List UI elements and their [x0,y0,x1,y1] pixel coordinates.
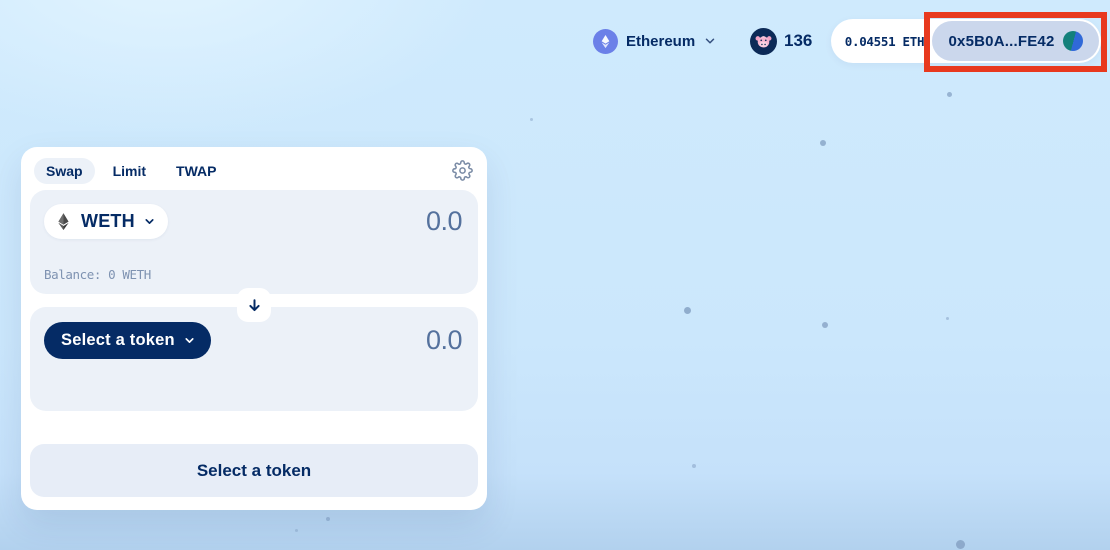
wallet-address-chip[interactable]: 0x5B0A...FE42 [932,21,1099,61]
background-dot [956,540,965,549]
buy-amount-input[interactable]: 0.0 [425,325,463,355]
tab-limit[interactable]: Limit [112,162,147,179]
sell-balance-label: Balance: 0 WETH [44,267,151,282]
chevron-down-icon [705,38,715,44]
swap-card-header: Swap Limit TWAP [30,156,478,185]
sell-section: WETH 0.0 Balance: 0 WETH [30,190,478,294]
tab-twap[interactable]: TWAP [176,162,217,179]
background-dot [820,140,826,146]
background-dot [530,118,533,121]
background-dot [822,322,828,328]
sell-amount-input[interactable]: 0.0 [425,206,463,236]
select-token-action-button[interactable]: Select a token [30,444,478,497]
background-dot [295,529,298,532]
chevron-down-icon [145,219,154,224]
ethereum-icon [593,28,618,54]
buy-token-label: Select a token [61,331,175,349]
buy-token-selector[interactable]: Select a token [44,322,211,359]
background-dot [947,92,952,97]
swap-direction-button[interactable] [237,288,271,322]
background-dot [946,317,949,320]
sell-token-symbol: WETH [81,211,135,231]
background-dot [326,517,330,521]
tab-swap[interactable]: Swap [34,157,95,184]
wallet-avatar [1062,31,1083,51]
cow-credits-count: 136 [784,31,813,50]
wallet-pill[interactable]: 0.04551 ETH 0x5B0A...FE42 [831,19,1101,63]
cow-icon [750,27,777,55]
network-label: Ethereum [626,32,696,50]
eth-diamond-icon [58,213,69,231]
sell-token-selector[interactable]: WETH [44,204,168,239]
top-bar: Ethereum 136 0.04551 ETH 0x5B0A...FE42 [0,0,1110,86]
wallet-balance: 0.04551 ETH [844,33,925,49]
arrow-down-icon [248,298,260,311]
settings-button[interactable] [450,159,474,183]
gear-icon [451,160,473,181]
cow-credits-counter[interactable]: 136 [750,27,812,55]
chevron-down-icon [185,338,194,343]
network-selector[interactable]: Ethereum [593,27,717,55]
buy-section: Select a token 0.0 [30,307,478,411]
background-dot [692,464,696,468]
wallet-address: 0x5B0A...FE42 [948,32,1055,50]
swap-card: Swap Limit TWAP WETH 0.0 Ba [21,147,487,510]
background-dot [684,307,691,314]
